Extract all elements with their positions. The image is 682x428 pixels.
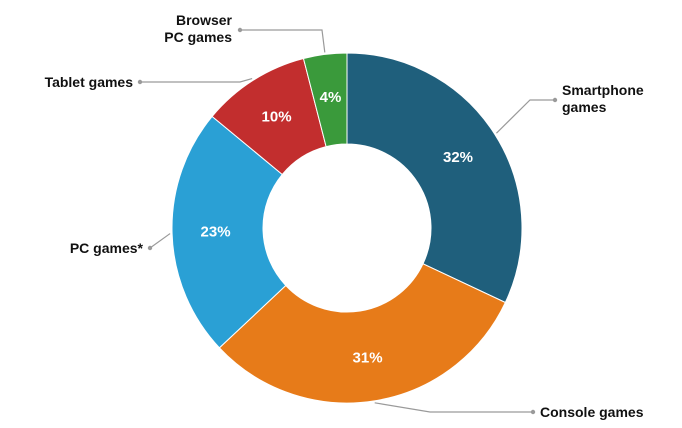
category-label-line: Browser bbox=[176, 12, 233, 28]
leader-line-tablet-games bbox=[140, 77, 253, 83]
leader-line-pc-games bbox=[149, 233, 171, 249]
leader-line-smartphone-games bbox=[496, 99, 555, 134]
labels-layer: 32% 31% 23% 10% 4% Smartphone games Console gam… bbox=[45, 12, 644, 420]
leader-dot-tablet-games bbox=[137, 79, 143, 85]
category-label-pc-games: PC games* bbox=[70, 240, 144, 256]
category-label-line: Smartphone bbox=[562, 82, 644, 98]
value-label-pc-games: 23% bbox=[201, 224, 231, 241]
value-label-tablet-games: 10% bbox=[262, 108, 292, 125]
category-label-browser-pc-games: Browser PC games bbox=[164, 12, 232, 45]
category-label-line: Console games bbox=[540, 404, 644, 420]
category-label-console-games: Console games bbox=[540, 404, 644, 420]
category-label-tablet-games: Tablet games bbox=[45, 74, 134, 90]
category-label-line: PC games* bbox=[70, 240, 144, 256]
slices-layer bbox=[171, 52, 523, 404]
slice-pc-games bbox=[171, 115, 287, 349]
slice-smartphone-games bbox=[346, 52, 523, 304]
value-label-console-games: 31% bbox=[353, 349, 383, 366]
leader-dot-pc-games bbox=[147, 245, 153, 251]
category-label-line: PC games bbox=[164, 29, 232, 45]
leader-dot-smartphone-games bbox=[552, 97, 558, 103]
category-label-line: games bbox=[562, 99, 607, 115]
leader-dot-browser-pc-games bbox=[237, 27, 243, 33]
slice-browser-pc-games bbox=[302, 52, 348, 148]
category-label-line: Tablet games bbox=[45, 74, 134, 90]
slice-console-games bbox=[218, 263, 507, 404]
value-label-smartphone-games: 32% bbox=[443, 149, 473, 166]
value-label-browser-pc-games: 4% bbox=[320, 89, 342, 106]
leader-dot-console-games bbox=[530, 409, 536, 415]
leaders-layer bbox=[137, 27, 558, 415]
category-label-smartphone-games: Smartphone games bbox=[562, 82, 644, 115]
leader-line-browser-pc-games bbox=[240, 29, 326, 53]
leader-line-console-games bbox=[374, 402, 533, 413]
